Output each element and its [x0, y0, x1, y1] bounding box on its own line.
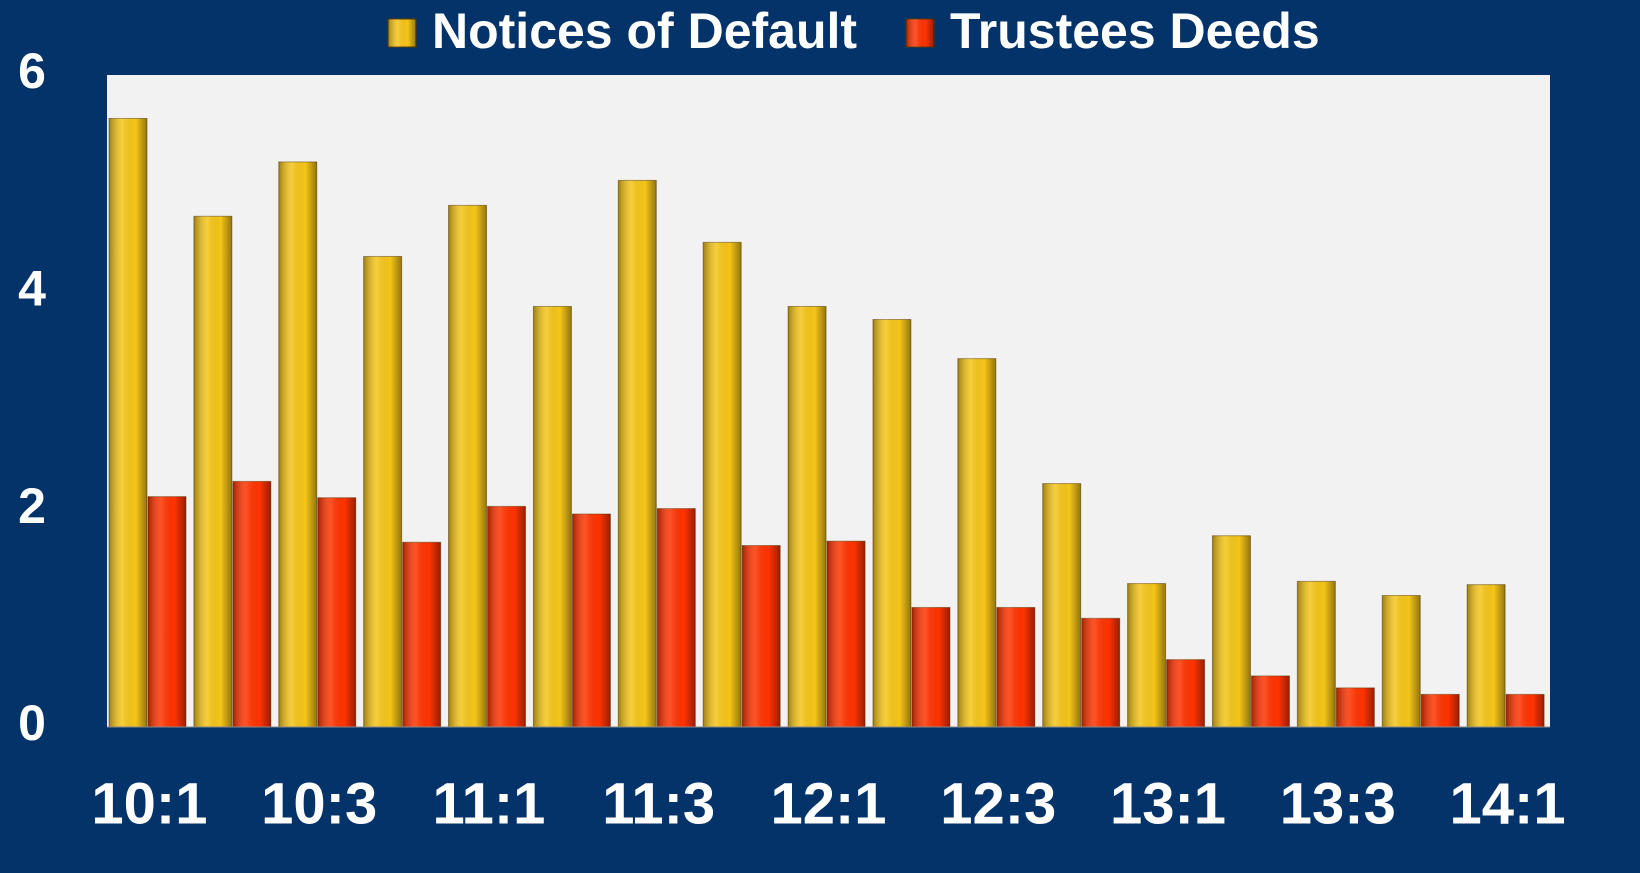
bar — [1127, 583, 1167, 728]
x-tick-label: 10:1 — [91, 771, 207, 836]
bar — [1250, 675, 1290, 728]
bar — [826, 540, 866, 728]
legend-label: Notices of Default — [432, 3, 857, 59]
bar — [656, 508, 696, 728]
bar — [193, 215, 233, 728]
bar — [957, 358, 997, 728]
bar — [872, 319, 912, 728]
bar — [108, 117, 148, 728]
x-tick-label: 11:3 — [602, 771, 715, 836]
x-tick-label: 12:3 — [940, 771, 1056, 836]
x-tick-label: 11:1 — [433, 771, 546, 836]
bar — [1466, 584, 1506, 728]
bar — [911, 606, 951, 728]
legend-swatch-shade — [388, 19, 416, 47]
legend-label: Trustees Deeds — [950, 3, 1320, 59]
bar — [1381, 595, 1421, 728]
bar — [402, 541, 442, 728]
legend-swatch-shade — [906, 19, 934, 47]
bar — [787, 305, 827, 728]
y-tick-label: 6 — [18, 43, 46, 99]
bar — [1042, 483, 1082, 728]
bar — [278, 161, 318, 728]
bar — [532, 305, 572, 728]
bar — [741, 545, 781, 728]
bar — [571, 513, 611, 728]
bar — [232, 480, 272, 728]
bar — [487, 505, 527, 728]
x-tick-label: 12:1 — [770, 771, 886, 836]
bar — [1081, 617, 1121, 728]
bar — [1166, 659, 1206, 728]
y-tick-label: 4 — [18, 261, 46, 317]
bar — [317, 497, 357, 728]
y-tick-label: 2 — [18, 478, 46, 534]
bar — [702, 241, 742, 728]
bar — [1505, 693, 1545, 728]
bar — [1335, 687, 1375, 728]
bar — [617, 179, 657, 728]
y-tick-label: 0 — [18, 695, 46, 751]
x-tick-label: 10:3 — [261, 771, 377, 836]
bar — [147, 496, 187, 728]
bar — [996, 606, 1036, 728]
bar — [1420, 693, 1460, 728]
bar — [363, 255, 403, 728]
x-tick-label: 13:1 — [1110, 771, 1226, 836]
bar — [1296, 580, 1336, 728]
bar — [1211, 535, 1251, 728]
bar — [448, 204, 488, 728]
x-tick-label: 14:1 — [1450, 771, 1566, 836]
x-tick-label: 13:3 — [1280, 771, 1396, 836]
